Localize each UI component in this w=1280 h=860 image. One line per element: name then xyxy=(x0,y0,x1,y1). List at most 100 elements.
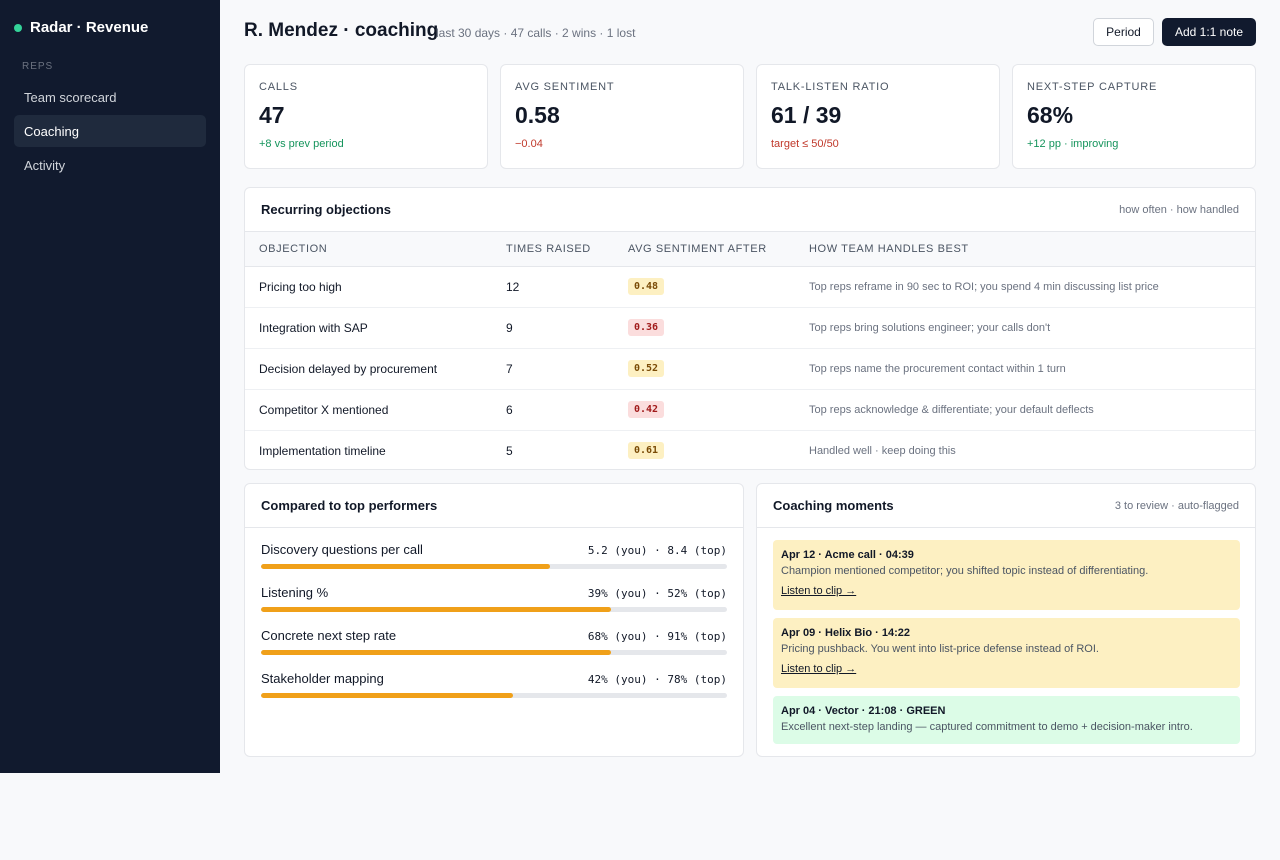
metric-name: Concrete next step rate xyxy=(261,628,397,643)
comparison-metric: Listening % 39% (you) · 52% (top) xyxy=(261,585,727,612)
progress-fill xyxy=(261,650,611,655)
stat-card-avg-sentiment: AVG SENTIMENT 0.58 −0.04 xyxy=(500,64,744,169)
times-raised-cell: 7 xyxy=(492,348,614,390)
coaching-moment[interactable]: Apr 12 · Acme call · 04:39 Champion ment… xyxy=(773,540,1240,610)
page-title: R. Mendez · coaching xyxy=(244,20,439,41)
stat-delta: −0.04 xyxy=(515,138,543,150)
nav-heading: REPS xyxy=(22,61,54,72)
brand[interactable]: Radar · Revenue xyxy=(14,19,148,36)
handling-cell: Top reps acknowledge & differentiate; yo… xyxy=(795,389,1255,431)
metric-name: Stakeholder mapping xyxy=(261,671,384,686)
column-header[interactable]: HOW TEAM HANDLES BEST xyxy=(795,232,1255,267)
stat-label: NEXT-STEP CAPTURE xyxy=(1027,81,1158,93)
sidebar-item-team-scorecard[interactable]: Team scorecard xyxy=(14,81,206,113)
objection-cell: Decision delayed by procurement xyxy=(245,348,492,390)
sidebar: Radar · Revenue REPS Team scorecard Coac… xyxy=(0,0,220,773)
stat-value: 47 xyxy=(259,102,285,128)
panel-header: Coaching moments 3 to review · auto-flag… xyxy=(757,484,1255,528)
moment-description: Excellent next-step landing — captured c… xyxy=(781,721,1193,733)
stat-value: 68% xyxy=(1027,102,1074,128)
metric-name: Discovery questions per call xyxy=(261,542,423,557)
metric-value: 5.2 (you) · 8.4 (top) xyxy=(587,544,727,557)
column-header[interactable]: AVG SENTIMENT AFTER xyxy=(614,232,795,267)
moment-description: Champion mentioned competitor; you shift… xyxy=(781,565,1149,577)
panel-title: Coaching moments xyxy=(773,498,894,513)
sidebar-item-coaching[interactable]: Coaching xyxy=(14,115,206,147)
stat-value: 61 / 39 xyxy=(771,102,842,128)
progress-fill xyxy=(261,607,611,612)
objection-cell: Pricing too high xyxy=(245,266,492,308)
table-row[interactable]: Decision delayed by procurement 7 0.52 T… xyxy=(245,348,1255,390)
sidebar-item-label: Coaching xyxy=(24,123,79,139)
progress-track xyxy=(261,650,727,655)
table-header-row: OBJECTION TIMES RAISED AVG SENTIMENT AFT… xyxy=(245,232,1255,267)
stat-label: AVG SENTIMENT xyxy=(515,81,615,93)
stat-label: CALLS xyxy=(259,81,298,93)
comparison-metric: Discovery questions per call 5.2 (you) ·… xyxy=(261,542,727,569)
handling-cell: Top reps name the procurement contact wi… xyxy=(795,348,1255,390)
stat-card-talk-listen: TALK-LISTEN RATIO 61 / 39 target ≤ 50/50 xyxy=(756,64,1000,169)
panel-note: how often · how handled xyxy=(1119,203,1239,216)
column-header[interactable]: OBJECTION xyxy=(245,232,492,267)
objection-cell: Competitor X mentioned xyxy=(245,389,492,431)
sentiment-cell: 0.42 xyxy=(614,389,795,431)
sentiment-cell: 0.36 xyxy=(614,307,795,349)
handling-cell: Top reps reframe in 90 sec to ROI; you s… xyxy=(795,266,1255,308)
sentiment-badge: 0.36 xyxy=(628,319,665,336)
comparison-metric: Concrete next step rate 68% (you) · 91% … xyxy=(261,628,727,655)
objections-panel: Recurring objections how often · how han… xyxy=(244,187,1256,470)
sidebar-item-label: Activity xyxy=(24,157,66,173)
sentiment-badge: 0.61 xyxy=(628,442,665,460)
moment-title: Apr 04 · Vector · 21:08 · GREEN xyxy=(781,705,946,717)
progress-fill xyxy=(261,564,550,569)
sidebar-item-activity[interactable]: Activity xyxy=(14,149,206,181)
sentiment-badge: 0.48 xyxy=(628,278,665,295)
metric-value: 42% (you) · 78% (top) xyxy=(587,673,727,686)
objection-cell: Implementation timeline xyxy=(259,443,386,458)
objections-table: OBJECTION TIMES RAISED AVG SENTIMENT AFT… xyxy=(245,232,1255,471)
stat-delta: +12 pp · improving xyxy=(1027,138,1119,150)
status-dot-icon xyxy=(14,23,22,32)
objection-cell: Integration with SAP xyxy=(245,307,492,349)
progress-fill xyxy=(261,693,513,698)
comparison-panel: Compared to top performers Discovery que… xyxy=(244,483,744,757)
progress-track xyxy=(261,607,727,612)
table-row[interactable]: Competitor X mentioned 6 0.42 Top reps a… xyxy=(245,389,1255,431)
metric-value: 39% (you) · 52% (top) xyxy=(587,587,727,600)
panel-title: Compared to top performers xyxy=(261,498,438,513)
progress-track xyxy=(261,693,727,698)
sentiment-badge: 0.52 xyxy=(628,360,665,377)
panel-note: 3 to review · auto-flagged xyxy=(1114,499,1239,512)
coaching-moment[interactable]: Apr 09 · Helix Bio · 14:22 Pricing pushb… xyxy=(773,618,1240,688)
sidebar-item-label: Team scorecard xyxy=(24,89,117,105)
sentiment-cell: 0.52 xyxy=(614,348,795,390)
stat-card-next-step: NEXT-STEP CAPTURE 68% +12 pp · improving xyxy=(1012,64,1256,169)
page-subtitle: last 30 days · 47 calls · 2 wins · 1 los… xyxy=(436,26,636,40)
coaching-moments-panel: Coaching moments 3 to review · auto-flag… xyxy=(756,483,1256,757)
panel-header: Recurring objections how often · how han… xyxy=(245,188,1255,232)
panel-header: Compared to top performers xyxy=(245,484,743,528)
stat-card-calls: CALLS 47 +8 vs prev period xyxy=(244,64,488,169)
sentiment-cell: 0.48 xyxy=(614,266,795,308)
table-row[interactable]: Pricing too high 12 0.48 Top reps refram… xyxy=(245,266,1255,308)
period-button[interactable]: Period xyxy=(1093,18,1154,46)
table-row[interactable]: Integration with SAP 9 0.36 Top reps bri… xyxy=(245,307,1255,349)
coaching-moment[interactable]: Apr 04 · Vector · 21:08 · GREEN Excellen… xyxy=(773,696,1240,744)
handling-cell: Handled well · keep doing this xyxy=(809,444,956,457)
metric-name: Listening % xyxy=(261,585,329,600)
times-raised-cell: 6 xyxy=(492,389,614,431)
column-header[interactable]: TIMES RAISED xyxy=(492,232,614,267)
times-raised-cell: 12 xyxy=(492,266,614,308)
add-note-button[interactable]: Add 1:1 note xyxy=(1162,18,1256,46)
times-raised-cell: 5 xyxy=(506,443,513,458)
sentiment-cell: 0.61 xyxy=(614,430,795,471)
listen-to-clip-link[interactable]: Listen to clip → xyxy=(781,585,857,597)
sentiment-badge: 0.42 xyxy=(628,401,665,418)
table-row[interactable]: Implementation timeline 5 0.61 Handled w… xyxy=(245,430,1255,471)
progress-track xyxy=(261,564,727,569)
stat-label: TALK-LISTEN RATIO xyxy=(771,81,890,93)
moment-title: Apr 09 · Helix Bio · 14:22 xyxy=(781,627,910,639)
comparison-metric: Stakeholder mapping 42% (you) · 78% (top… xyxy=(261,671,727,698)
metric-value: 68% (you) · 91% (top) xyxy=(587,630,727,643)
listen-to-clip-link[interactable]: Listen to clip → xyxy=(781,663,857,675)
